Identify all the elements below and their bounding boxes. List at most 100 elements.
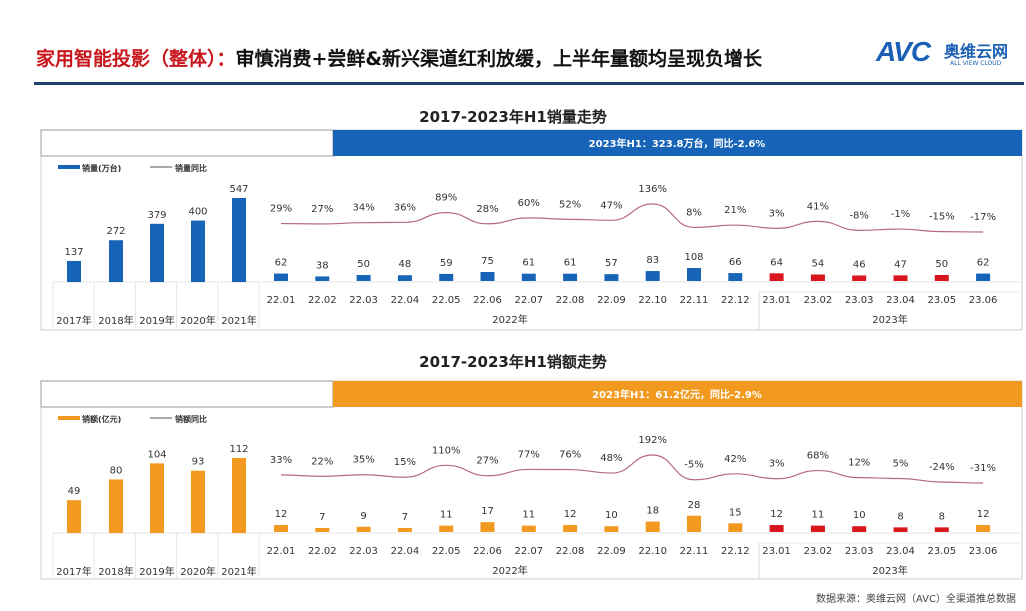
monthly-value-label: 18 bbox=[646, 506, 659, 517]
monthly-category-label: 22.04 bbox=[391, 295, 420, 306]
monthly-bar bbox=[604, 274, 619, 281]
banner-text: 2023年H1：323.8万台，同比-2.6% bbox=[589, 137, 766, 150]
monthly-bar bbox=[563, 525, 578, 532]
monthly-value-label: 83 bbox=[646, 255, 659, 266]
monthly-category-label: 23.03 bbox=[845, 295, 874, 306]
banner-text: 2023年H1：61.2亿元，同比-2.9% bbox=[592, 388, 762, 401]
monthly-value-label: 12 bbox=[770, 509, 783, 520]
monthly-category-label: 22.04 bbox=[391, 546, 420, 557]
yoy-label: 68% bbox=[807, 451, 829, 462]
monthly-category-label: 22.06 bbox=[473, 546, 502, 557]
monthly-bar bbox=[769, 525, 784, 532]
logo-avc-text: AVC bbox=[876, 36, 931, 67]
monthly-value-label: 108 bbox=[684, 252, 703, 263]
monthly-bar bbox=[852, 275, 867, 281]
monthly-value-label: 64 bbox=[770, 257, 783, 268]
yoy-label: 8% bbox=[686, 207, 702, 218]
yoy-label: 28% bbox=[476, 204, 498, 215]
monthly-value-label: 7 bbox=[319, 512, 325, 523]
year-group-label-2022: 2022年 bbox=[492, 564, 527, 577]
monthly-category-label: 22.08 bbox=[556, 295, 585, 306]
yoy-label: 33% bbox=[270, 455, 292, 466]
monthly-value-label: 8 bbox=[939, 511, 945, 522]
yoy-label: 3% bbox=[769, 459, 785, 470]
annual-value-label: 547 bbox=[229, 184, 248, 195]
monthly-bar bbox=[934, 275, 949, 281]
monthly-value-label: 17 bbox=[481, 506, 494, 517]
monthly-category-label: 22.02 bbox=[308, 295, 337, 306]
annual-category-label: 2019年 bbox=[139, 565, 174, 578]
monthly-category-label: 22.01 bbox=[267, 295, 296, 306]
monthly-category-label: 22.01 bbox=[267, 546, 296, 557]
annual-value-label: 379 bbox=[147, 210, 166, 221]
monthly-value-label: 48 bbox=[399, 259, 412, 270]
annual-value-label: 400 bbox=[188, 207, 207, 218]
annual-bar bbox=[109, 479, 123, 533]
annual-value-label: 137 bbox=[64, 247, 83, 258]
yoy-label: 52% bbox=[559, 199, 581, 210]
yoy-label: 27% bbox=[311, 204, 333, 215]
monthly-value-label: 11 bbox=[440, 510, 453, 521]
monthly-category-label: 22.10 bbox=[638, 295, 667, 306]
year-group-label-2023: 2023年 bbox=[872, 564, 907, 577]
monthly-category-label: 22.03 bbox=[349, 295, 378, 306]
monthly-bar bbox=[397, 527, 412, 532]
monthly-bar bbox=[315, 527, 330, 532]
annual-bar bbox=[150, 223, 164, 282]
monthly-value-label: 38 bbox=[316, 260, 329, 271]
yoy-label: 36% bbox=[394, 202, 416, 213]
yoy-label: 12% bbox=[848, 458, 870, 469]
monthly-bar bbox=[810, 525, 825, 532]
monthly-value-label: 8 bbox=[897, 511, 903, 522]
page-header: 家用智能投影（整体）：审慎消费+尝鲜&新兴渠道红利放缓，上半年量额均呈现负增长 bbox=[36, 44, 762, 71]
yoy-label: 136% bbox=[638, 184, 667, 195]
monthly-value-label: 11 bbox=[812, 510, 825, 521]
monthly-bar bbox=[480, 522, 495, 532]
monthly-bar bbox=[976, 273, 991, 281]
monthly-bar bbox=[810, 274, 825, 281]
banner-left-box bbox=[40, 380, 334, 408]
monthly-bar bbox=[356, 275, 371, 281]
monthly-bar bbox=[356, 526, 371, 532]
annual-category-label: 2017年 bbox=[56, 565, 91, 578]
monthly-value-label: 62 bbox=[977, 258, 990, 269]
monthly-bar bbox=[397, 275, 412, 281]
header-title-text: 审慎消费+尝鲜&新兴渠道红利放缓，上半年量额均呈现负增长 bbox=[235, 48, 763, 70]
monthly-value-label: 50 bbox=[935, 259, 948, 270]
monthly-bar bbox=[439, 525, 454, 532]
monthly-category-label: 22.03 bbox=[349, 546, 378, 557]
monthly-value-label: 61 bbox=[564, 258, 577, 269]
monthly-bar bbox=[687, 268, 701, 281]
annual-value-label: 272 bbox=[106, 226, 125, 237]
monthly-category-label: 23.02 bbox=[804, 546, 833, 557]
yoy-label: 77% bbox=[518, 449, 540, 460]
monthly-value-label: 12 bbox=[564, 509, 577, 520]
logo-en-text: ALL VIEW CLOUD bbox=[950, 60, 1002, 67]
yoy-label: -15% bbox=[929, 212, 955, 223]
annual-category-label: 2021年 bbox=[221, 314, 256, 327]
monthly-value-label: 12 bbox=[977, 509, 990, 520]
yoy-label: 110% bbox=[432, 445, 461, 456]
monthly-value-label: 62 bbox=[275, 258, 288, 269]
header-divider bbox=[34, 82, 1024, 85]
monthly-category-label: 22.08 bbox=[556, 546, 585, 557]
yoy-label: 5% bbox=[893, 458, 909, 469]
yoy-label: -24% bbox=[929, 462, 955, 473]
monthly-category-label: 22.07 bbox=[514, 295, 543, 306]
data-source-note: 数据来源：奥维云网（AVC）全渠道推总数据 bbox=[815, 594, 1016, 605]
annual-bar bbox=[232, 198, 246, 282]
monthly-bar bbox=[604, 526, 619, 532]
monthly-bar bbox=[769, 273, 784, 281]
monthly-bar bbox=[480, 272, 495, 281]
yoy-label: 21% bbox=[724, 205, 746, 216]
monthly-bar bbox=[728, 523, 743, 532]
yoy-label: 76% bbox=[559, 450, 581, 461]
annual-category-label: 2018年 bbox=[98, 565, 133, 578]
chart-title-volume: 2017-2023年H1销量走势 bbox=[419, 108, 607, 126]
annual-bar bbox=[109, 240, 123, 282]
monthly-value-label: 10 bbox=[853, 510, 866, 521]
monthly-bar bbox=[439, 273, 454, 281]
yoy-label: 29% bbox=[270, 204, 292, 215]
yoy-label: 192% bbox=[638, 435, 667, 446]
